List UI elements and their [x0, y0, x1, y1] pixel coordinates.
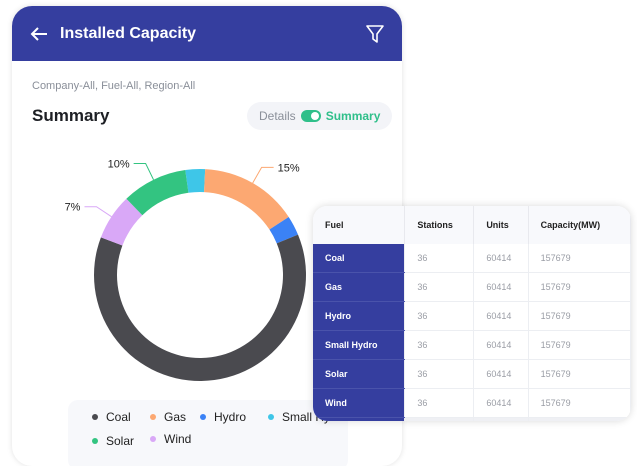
- table-cell: 60414: [473, 359, 529, 389]
- donut-slice-wind[interactable]: [100, 198, 143, 246]
- legend-item[interactable]: Coal: [92, 410, 131, 424]
- toggle-switch[interactable]: [300, 110, 321, 122]
- table-cell: 36: [404, 330, 475, 360]
- legend-dot-icon: [150, 436, 156, 442]
- table-row: Small Hydro 36 60414 157679: [313, 330, 631, 360]
- filters-summary: Company-All, Fuel-All, Region-All: [32, 80, 196, 92]
- column-header: Units: [473, 206, 529, 244]
- chart-legend: Coal Gas Hydro Small Hydro Solar Wind: [68, 400, 348, 466]
- legend-item[interactable]: Gas: [150, 410, 186, 424]
- table-cell: Hydro: [313, 301, 406, 331]
- table-cell: 157679: [528, 359, 631, 389]
- table-cell: Total: [313, 417, 406, 421]
- legend-label: Coal: [106, 410, 131, 424]
- section-title: Summary: [32, 106, 110, 125]
- donut-slice-solar[interactable]: [126, 170, 189, 216]
- legend-dot-icon: [268, 414, 274, 420]
- label-leader-line: [133, 163, 154, 180]
- label-leader-line: [252, 166, 274, 184]
- table-cell: 157679: [528, 272, 631, 302]
- legend-item[interactable]: Solar: [92, 434, 134, 448]
- donut-slice-small-hydro[interactable]: [185, 169, 206, 193]
- table-cell: 60414: [473, 244, 529, 273]
- donut-slice-gas[interactable]: [204, 169, 289, 230]
- table-cell: 157679: [528, 330, 631, 360]
- legend-dot-icon: [92, 414, 98, 420]
- capacity-table: Fuel Stations Units Capacity(MW) Coal 36 6041…: [313, 206, 631, 421]
- table-cell: 157679: [528, 417, 631, 421]
- column-header: Fuel: [313, 206, 406, 244]
- legend-item[interactable]: Wind: [150, 432, 191, 446]
- toggle-details-label[interactable]: Details: [259, 109, 296, 123]
- donut-slice-hydro[interactable]: [269, 216, 299, 244]
- table-cell: 36: [404, 417, 475, 421]
- table-cell: 60414: [473, 388, 529, 418]
- table-row: Hydro 36 60414 157679: [313, 301, 631, 331]
- data-label: 10%: [108, 159, 130, 171]
- table-cell: 157679: [528, 301, 631, 331]
- table-cell: 60414: [473, 272, 529, 302]
- data-label: 15%: [278, 162, 300, 174]
- table-cell: 36: [404, 301, 475, 331]
- table-cell: 157679: [528, 388, 631, 418]
- data-label: 7%: [65, 202, 81, 214]
- page-title: Installed Capacity: [60, 24, 197, 42]
- table-cell: 36: [404, 359, 475, 389]
- table-row: Coal 36 60414 157679: [313, 244, 631, 273]
- table-cell: Gas: [313, 272, 406, 302]
- table-cell: 36: [404, 244, 475, 273]
- table-row: Gas 36 60414 157679: [313, 272, 631, 302]
- donut-chart: 15% 7% 10%: [65, 159, 306, 381]
- table-row: Wind 36 60414 157679: [313, 388, 631, 418]
- legend-dot-icon: [150, 414, 156, 420]
- arrow-left-icon[interactable]: [30, 26, 48, 42]
- table-cell: Wind: [313, 388, 406, 418]
- table-cell: 60414: [473, 301, 529, 331]
- table-cell: 36: [404, 388, 475, 418]
- legend-label: Hydro: [214, 410, 247, 424]
- table-cell: Small Hydro: [313, 330, 406, 360]
- table-cell: Solar: [313, 359, 406, 389]
- table-cell: 60414: [473, 417, 529, 421]
- view-toggle[interactable]: Details Summary: [247, 102, 393, 130]
- legend-label: Gas: [164, 410, 187, 424]
- table-cell: 60414: [473, 330, 529, 360]
- table-cell: 36: [404, 272, 475, 302]
- legend-item[interactable]: Hydro: [200, 410, 246, 424]
- legend-dot-icon: [92, 438, 98, 444]
- toggle-summary-label[interactable]: Summary: [325, 109, 381, 123]
- legend-label: Solar: [106, 434, 135, 448]
- legend-dot-icon: [200, 414, 206, 420]
- label-leader-line: [84, 206, 112, 218]
- table-row: Solar 36 60414 157679: [313, 359, 631, 389]
- total-row: Total3660414157679: [313, 417, 631, 421]
- donut-slice-coal[interactable]: [93, 234, 306, 381]
- table-cell: 157679: [528, 244, 631, 273]
- filter-icon[interactable]: [366, 24, 384, 44]
- legend-label: Wind: [164, 432, 192, 446]
- header: Installed Capacity: [12, 6, 402, 61]
- column-header: Capacity(MW): [528, 206, 631, 244]
- table-cell: Coal: [313, 244, 406, 273]
- column-header: Stations: [404, 206, 475, 244]
